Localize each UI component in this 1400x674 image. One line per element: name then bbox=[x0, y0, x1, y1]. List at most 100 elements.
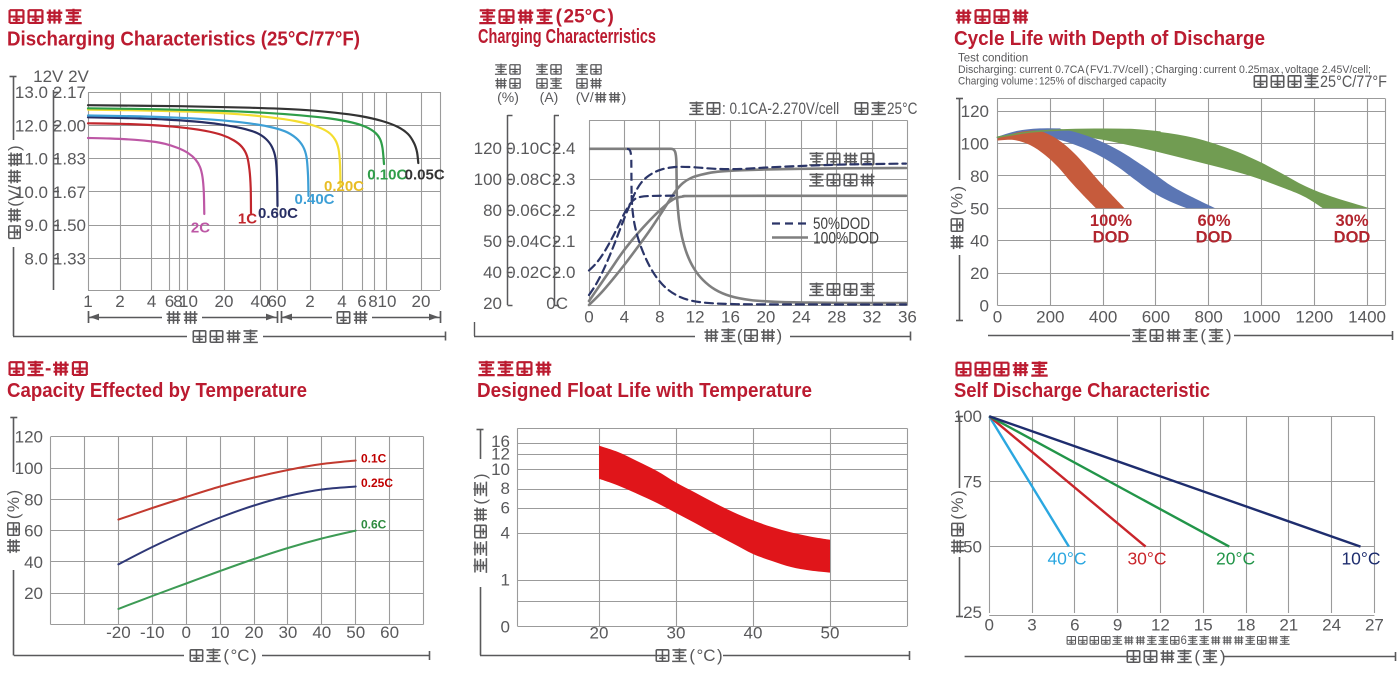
svg-text:50: 50 bbox=[963, 538, 982, 557]
svg-text:75: 75 bbox=[963, 472, 982, 491]
svg-text:20: 20 bbox=[590, 623, 609, 642]
svg-text:°C: °C bbox=[696, 646, 715, 665]
svg-text:(: ( bbox=[1085, 64, 1089, 76]
svg-text:15: 15 bbox=[1194, 615, 1213, 634]
svg-text:0: 0 bbox=[993, 307, 1002, 326]
svg-text:50: 50 bbox=[483, 232, 502, 251]
svg-text:): ) bbox=[1220, 647, 1226, 666]
svg-text:120: 120 bbox=[474, 139, 502, 158]
svg-text:8.0: 8.0 bbox=[24, 249, 48, 268]
svg-text:1.67: 1.67 bbox=[53, 183, 86, 202]
svg-text:0.10C: 0.10C bbox=[506, 139, 551, 158]
svg-text:0: 0 bbox=[501, 617, 510, 636]
svg-text:80: 80 bbox=[483, 201, 502, 220]
svg-text:2.00: 2.00 bbox=[53, 116, 86, 135]
svg-text:0.04C: 0.04C bbox=[506, 232, 551, 251]
svg-text:(: ( bbox=[1194, 647, 1200, 666]
svg-text:current 0.25max: current 0.25max bbox=[1203, 64, 1279, 76]
svg-text:): ) bbox=[4, 490, 23, 496]
svg-text:1.83: 1.83 bbox=[53, 150, 86, 169]
svg-text:8: 8 bbox=[501, 479, 510, 498]
svg-text:24: 24 bbox=[1322, 615, 1341, 634]
svg-text:4: 4 bbox=[620, 307, 629, 326]
svg-text:0C: 0C bbox=[546, 294, 568, 313]
svg-text:0.10C: 0.10C bbox=[367, 166, 407, 183]
svg-text:30%: 30% bbox=[1335, 212, 1368, 230]
svg-text:1.50: 1.50 bbox=[53, 216, 86, 235]
svg-text:): ) bbox=[717, 646, 723, 665]
svg-text:(: ( bbox=[948, 514, 967, 520]
svg-text:100: 100 bbox=[15, 459, 43, 478]
svg-text:12V 2V: 12V 2V bbox=[33, 67, 89, 86]
svg-text:°C: °C bbox=[230, 646, 249, 665]
svg-text:6: 6 bbox=[357, 292, 366, 311]
svg-text:Charging Characterristics: Charging Characterristics bbox=[478, 26, 656, 48]
svg-text:18: 18 bbox=[1237, 615, 1256, 634]
svg-text:: 0.1CA-2.270V/cell: : 0.1CA-2.270V/cell bbox=[722, 99, 839, 118]
svg-text:50: 50 bbox=[821, 623, 840, 642]
svg-text:4: 4 bbox=[501, 523, 510, 542]
svg-text:40°C: 40°C bbox=[1047, 549, 1086, 569]
svg-text:1200: 1200 bbox=[1295, 307, 1333, 326]
svg-text:Discharging: current 0.7CA: Discharging: current 0.7CA bbox=[958, 64, 1085, 76]
svg-text:1C: 1C bbox=[238, 210, 257, 227]
svg-text:2.3: 2.3 bbox=[552, 170, 576, 189]
svg-text:2: 2 bbox=[305, 292, 314, 311]
svg-text:50%DOD: 50%DOD bbox=[813, 214, 870, 233]
svg-text:25: 25 bbox=[963, 603, 982, 622]
svg-text:80: 80 bbox=[970, 167, 989, 186]
svg-text:600: 600 bbox=[1142, 307, 1170, 326]
svg-text:0.40C: 0.40C bbox=[294, 191, 334, 208]
svg-text:Designed Float Life with Tempe: Designed Float Life with Temperature bbox=[477, 380, 812, 402]
svg-text:100: 100 bbox=[961, 134, 989, 153]
svg-text:27: 27 bbox=[1365, 615, 1384, 634]
svg-text:-20: -20 bbox=[106, 623, 131, 642]
svg-text:40: 40 bbox=[312, 623, 331, 642]
svg-text:(: ( bbox=[1200, 326, 1206, 345]
svg-text:): ) bbox=[5, 145, 24, 151]
svg-text:12: 12 bbox=[1151, 615, 1170, 634]
svg-text:60%: 60% bbox=[1197, 212, 1230, 230]
svg-text:80: 80 bbox=[24, 490, 43, 509]
svg-text:50: 50 bbox=[970, 199, 989, 218]
svg-text:200: 200 bbox=[1036, 307, 1064, 326]
svg-text:12.0: 12.0 bbox=[15, 116, 48, 135]
svg-text:1.33: 1.33 bbox=[53, 249, 86, 268]
svg-text:voltage 2.45V/cell;: voltage 2.45V/cell; bbox=[1285, 64, 1371, 76]
svg-text:Discharging Characteristics (2: Discharging Characteristics (25°C/77°F) bbox=[7, 29, 360, 51]
svg-text:20: 20 bbox=[215, 292, 234, 311]
svg-text:60: 60 bbox=[24, 522, 43, 541]
svg-text:0.02C: 0.02C bbox=[506, 263, 551, 282]
svg-text:Charging volume: Charging volume bbox=[958, 75, 1033, 87]
svg-text:12: 12 bbox=[686, 307, 705, 326]
svg-text:40: 40 bbox=[483, 263, 502, 282]
svg-text:20: 20 bbox=[245, 623, 264, 642]
svg-text:10.0: 10.0 bbox=[15, 183, 48, 202]
svg-text:10: 10 bbox=[211, 623, 230, 642]
svg-text:20: 20 bbox=[24, 584, 43, 603]
svg-text:40: 40 bbox=[744, 623, 763, 642]
svg-text:20: 20 bbox=[756, 307, 775, 326]
svg-text:(: ( bbox=[4, 513, 23, 519]
svg-text:40: 40 bbox=[24, 553, 43, 572]
svg-text:100: 100 bbox=[954, 407, 982, 426]
svg-text:9: 9 bbox=[1113, 615, 1122, 634]
svg-text::: : bbox=[1199, 64, 1202, 76]
svg-text:6: 6 bbox=[1181, 635, 1187, 647]
svg-text:Charging: Charging bbox=[1155, 64, 1198, 76]
svg-text:): ) bbox=[948, 490, 967, 496]
svg-text:40: 40 bbox=[970, 232, 989, 251]
svg-text:2.4: 2.4 bbox=[552, 139, 576, 158]
svg-text:28: 28 bbox=[827, 307, 846, 326]
svg-text:FV1.7V/cell: FV1.7V/cell bbox=[1090, 64, 1144, 76]
svg-text:13.0: 13.0 bbox=[15, 83, 48, 102]
svg-text:(A): (A) bbox=[540, 89, 559, 105]
svg-text:Cycle Life with Depth of Disch: Cycle Life with Depth of Discharge bbox=[954, 28, 1265, 50]
svg-text:60: 60 bbox=[380, 623, 399, 642]
svg-text:20°C: 20°C bbox=[1216, 549, 1255, 569]
svg-text:6: 6 bbox=[501, 498, 510, 517]
svg-text:(: ( bbox=[556, 7, 563, 28]
svg-text:2.1: 2.1 bbox=[552, 232, 576, 251]
svg-text:3: 3 bbox=[1027, 615, 1036, 634]
svg-text:-: - bbox=[45, 359, 51, 380]
